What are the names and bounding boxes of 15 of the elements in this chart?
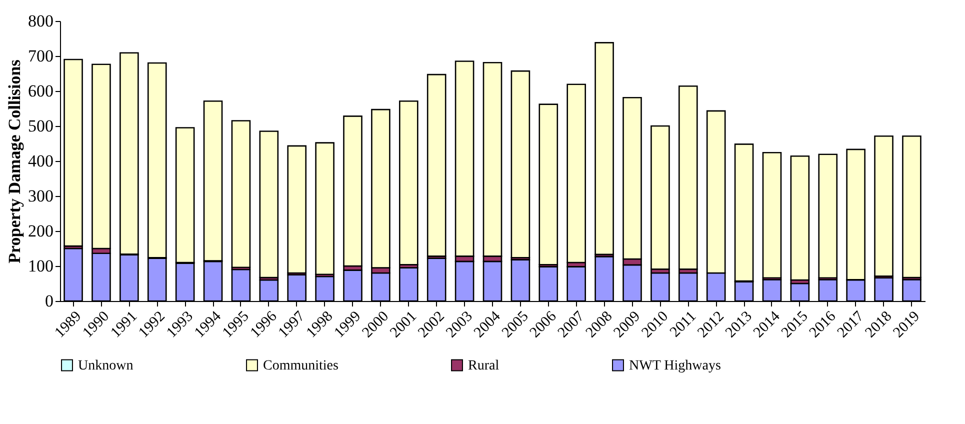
y-tick-label: 800 bbox=[28, 12, 54, 30]
legend-label: Communities bbox=[263, 358, 338, 374]
y-tick-label: 600 bbox=[28, 82, 54, 100]
y-tick-label: 200 bbox=[28, 222, 54, 240]
y-tick-label: 400 bbox=[28, 152, 54, 170]
y-tick-label: 0 bbox=[45, 292, 54, 310]
legend-label: Unknown bbox=[78, 358, 134, 374]
y-tick-label: 100 bbox=[28, 256, 54, 276]
y-axis-title: Property Damage Collisions bbox=[5, 59, 24, 264]
legend-label: Rural bbox=[468, 358, 500, 374]
y-tick-label: 700 bbox=[28, 46, 54, 66]
x-tick-label: 1991 bbox=[108, 308, 140, 342]
y-tick-label: 300 bbox=[28, 186, 54, 206]
legend-label: NWT Highways bbox=[629, 358, 721, 374]
y-tick-label: 500 bbox=[28, 116, 54, 136]
